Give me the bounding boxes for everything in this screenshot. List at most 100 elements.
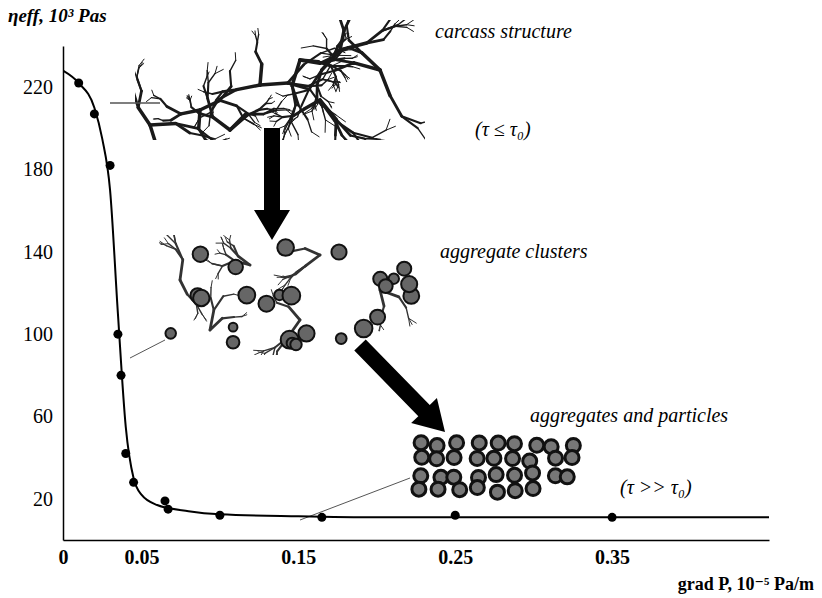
illustration-stroke: [294, 109, 305, 116]
illustration-stroke: [167, 106, 181, 113]
illustration-stroke: [308, 119, 312, 131]
illustration-particle: [258, 296, 274, 312]
illustration-particle: [193, 246, 208, 261]
data-point: [129, 478, 138, 487]
illustration-stroke: [235, 53, 236, 61]
illustration-stroke: [380, 70, 390, 96]
illustration-particle: [453, 483, 467, 497]
data-point: [117, 371, 126, 380]
illustration-stroke: [271, 290, 273, 296]
illustration-stroke: [298, 135, 300, 140]
data-point: [113, 330, 122, 339]
illustration-particle: [336, 333, 347, 344]
annotation: carcass structure: [435, 20, 572, 42]
y-tick: 140: [23, 241, 63, 263]
illustration-stroke: [257, 34, 258, 42]
illustration-particle: [298, 325, 314, 341]
illustration-particle: [507, 437, 521, 451]
illustration-stroke: [379, 325, 381, 331]
illustration-stroke: [215, 253, 220, 254]
illustration-stroke: [223, 294, 234, 296]
illustration-stroke: [137, 68, 139, 77]
y-tick: 60: [33, 405, 63, 427]
illustration-stroke: [190, 101, 191, 108]
illustration-stroke: [336, 85, 339, 92]
illustration-stroke: [222, 138, 229, 140]
illustration-stroke: [221, 237, 223, 243]
illustration-stroke: [202, 126, 209, 134]
illustration-particle: [415, 450, 429, 464]
illustration-stroke: [211, 281, 212, 288]
illustration-stroke: [135, 70, 137, 80]
illustration-stroke: [230, 240, 231, 248]
x-tick: 0.15: [281, 540, 316, 568]
illustration-stroke: [334, 63, 354, 71]
illustration-stroke: [275, 113, 283, 117]
illustration-particle: [549, 451, 563, 465]
illustration-stroke: [421, 119, 425, 123]
illustration-stroke: [199, 113, 213, 117]
illustration-stroke: [222, 243, 223, 248]
illustration-particle: [526, 482, 540, 496]
data-point: [160, 496, 169, 505]
illustration-stroke: [221, 237, 224, 243]
fit-line: [63, 71, 769, 518]
illustration-particle: [487, 451, 501, 465]
illustration-stroke: [283, 126, 285, 134]
illustration-particle: [450, 436, 464, 450]
illustration-particle: [560, 470, 574, 484]
illustration-stroke: [303, 111, 312, 115]
illustration-stroke: [176, 124, 190, 133]
x-tick: 0.25: [438, 540, 473, 568]
illustration-stroke: [202, 314, 207, 321]
y-axis: 2060100140180220: [23, 47, 64, 541]
illustration-stroke: [222, 317, 234, 318]
illustration-particle: [431, 482, 445, 496]
illustration-stroke: [186, 98, 189, 101]
illustration-stroke: [303, 76, 310, 79]
illustration-stroke: [215, 66, 217, 73]
illustration-stroke: [275, 351, 278, 355]
illustration-particle: [530, 438, 544, 452]
illustration-particle: [228, 260, 243, 275]
illustration-stroke: [320, 100, 335, 120]
illustration-stroke: [246, 113, 264, 116]
illustration-particle: [565, 451, 579, 465]
illustration-stroke: [390, 96, 402, 117]
illustration-stroke: [209, 112, 211, 125]
illustration-stroke: [257, 28, 259, 34]
illustration-stroke: [313, 46, 326, 49]
x-tick-label: 0.35: [595, 546, 630, 568]
illustration-stroke: [292, 266, 305, 276]
y-tick: 180: [23, 158, 63, 180]
illustration-stroke: [282, 132, 286, 140]
data-point: [74, 79, 83, 88]
illustration-stroke: [139, 63, 144, 68]
illustration-stroke: [377, 139, 387, 140]
illustration-particle: [290, 339, 301, 350]
illustration-particle: [379, 279, 393, 293]
illustration-particle: [283, 287, 301, 305]
illustration-stroke: [220, 100, 237, 105]
illustration-particle: [238, 287, 255, 304]
illustration-stroke: [382, 26, 395, 30]
illustration-stroke: [342, 135, 349, 140]
y-tick-label: 140: [23, 241, 53, 263]
illustration-stroke: [282, 132, 286, 140]
illustration-stroke: [208, 98, 213, 117]
illustration-stroke: [214, 296, 224, 310]
x-tick-label: 0.05: [124, 546, 159, 568]
illustration-stroke: [331, 50, 338, 56]
illustration-stroke: [304, 100, 320, 109]
illustration-stroke: [224, 236, 230, 240]
illustration-stroke: [276, 109, 286, 111]
illustration-stroke: [260, 64, 262, 85]
illustration-stroke: [312, 132, 320, 137]
y-tick: 220: [23, 76, 63, 98]
illustration-particle: [526, 466, 540, 480]
illustration-stroke: [309, 70, 322, 90]
illustration-stroke: [323, 33, 327, 39]
illustration-particle: [491, 436, 505, 450]
illustration-particle: [229, 323, 238, 332]
illustration-stroke: [395, 20, 399, 24]
